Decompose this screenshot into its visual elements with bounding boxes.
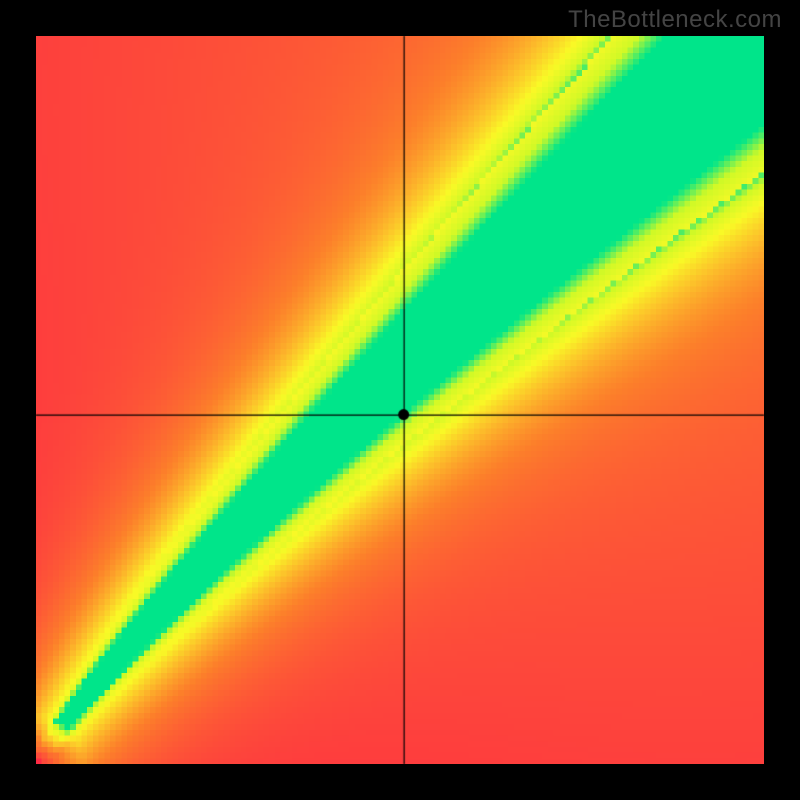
figure-wrapper: TheBottleneck.com <box>0 0 800 800</box>
crosshair-overlay <box>0 0 800 800</box>
attribution-text: TheBottleneck.com <box>568 6 782 34</box>
